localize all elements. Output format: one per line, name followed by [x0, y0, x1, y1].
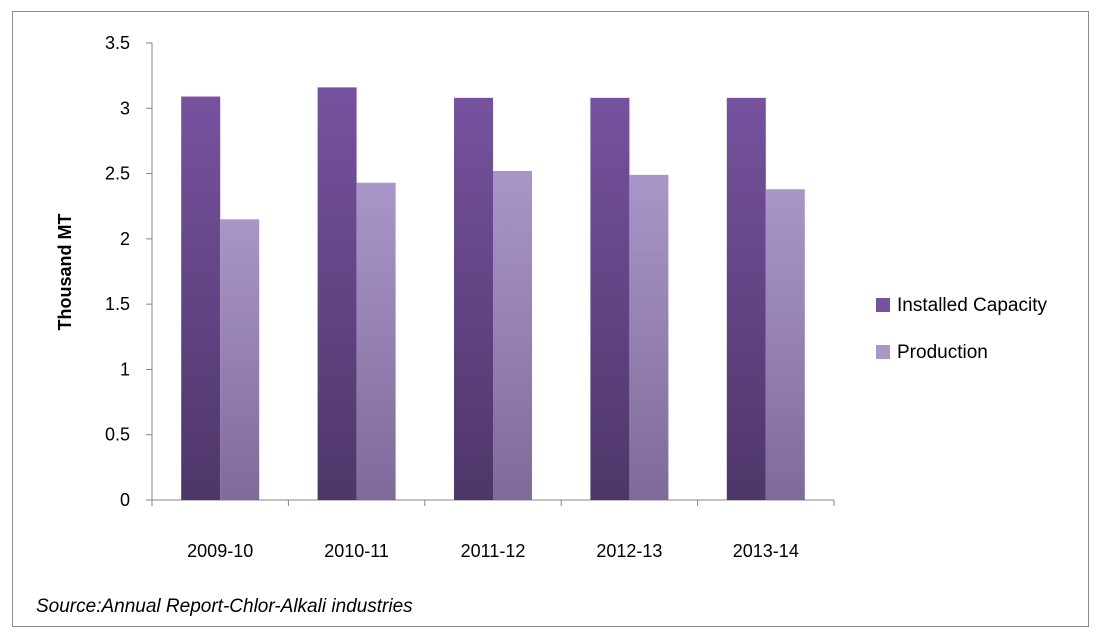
x-tick-label: 2009-10	[187, 541, 253, 561]
x-tick-label: 2013-14	[733, 541, 799, 561]
legend-swatch	[876, 345, 890, 359]
y-axis-label: Thousand MT	[55, 214, 75, 331]
legend-label: Production	[897, 342, 988, 363]
bar-production	[765, 189, 805, 501]
bar-installed-capacity	[590, 97, 630, 500]
legend: Installed Capacity Production	[876, 295, 1047, 363]
x-axis: 2009-10 2010-11 2011-12 2012-13 2013-14	[151, 499, 835, 561]
bars	[181, 87, 805, 501]
y-tick-label: 3.5	[105, 33, 130, 53]
source-note: Source:Annual Report-Chlor-Alkali indust…	[36, 596, 413, 617]
bar-production	[493, 170, 532, 500]
bar-installed-capacity	[181, 96, 221, 500]
y-tick-label: 3	[120, 98, 130, 118]
y-tick-label: 1	[120, 359, 130, 379]
x-tick-label: 2011-12	[461, 541, 526, 561]
x-tick-label: 2010-11	[324, 541, 389, 561]
bar-production	[629, 174, 669, 500]
legend-swatch	[876, 298, 890, 312]
x-tick-label: 2012-13	[596, 541, 662, 561]
chart-frame	[12, 11, 1089, 627]
y-tick-label: 2	[120, 229, 130, 249]
y-axis: 0 0.5 1 1.5 2 2.5 3 3.5	[105, 33, 153, 510]
y-tick-label: 0.5	[105, 425, 130, 445]
bar-production	[220, 219, 260, 500]
bar-installed-capacity	[726, 97, 766, 500]
y-tick-label: 0	[120, 490, 130, 510]
y-tick-label: 2.5	[105, 164, 130, 184]
y-tick-label: 1.5	[105, 294, 130, 314]
bar-installed-capacity	[317, 87, 357, 500]
legend-label: Installed Capacity	[897, 295, 1047, 316]
bar-installed-capacity	[454, 97, 493, 500]
bar-production	[356, 182, 396, 500]
